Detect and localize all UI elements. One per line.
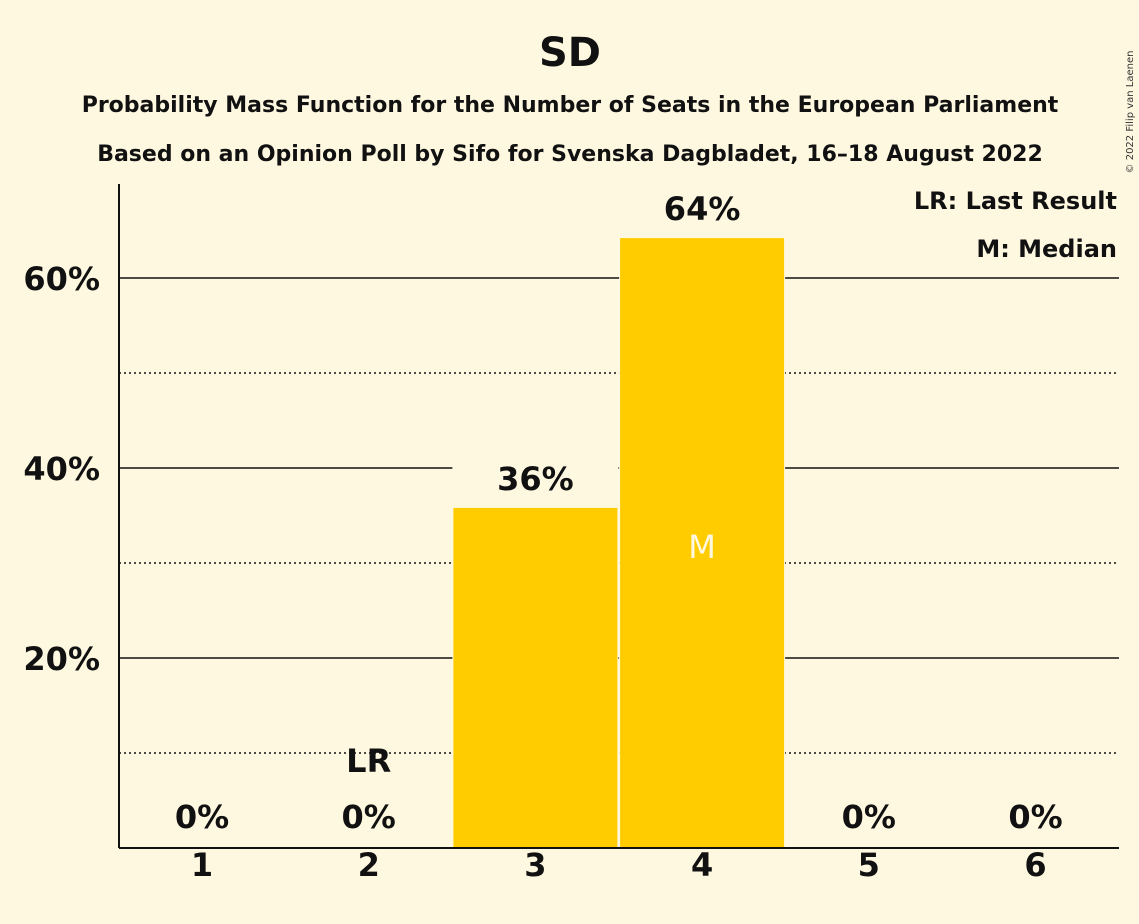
- legend-median: M: Median: [976, 235, 1117, 263]
- x-tick-label-2: 2: [358, 846, 380, 884]
- bars: [452, 186, 786, 849]
- legend-last-result: LR: Last Result: [914, 187, 1117, 215]
- axes: [118, 184, 1119, 849]
- x-tick-label-6: 6: [1024, 846, 1046, 884]
- value-label-1: 0%: [175, 798, 229, 836]
- value-label-3: 36%: [497, 460, 574, 498]
- x-tick-label-5: 5: [858, 846, 880, 884]
- gridlines: [119, 277, 1119, 754]
- x-tick-label-3: 3: [524, 846, 546, 884]
- y-tick-label-60: 60%: [23, 260, 100, 298]
- chart-subtitle-line-2: Based on an Opinion Poll by Sifo for Sve…: [97, 142, 1043, 167]
- y-tick-label-20: 20%: [23, 640, 100, 678]
- last-result-marker: LR: [346, 742, 391, 780]
- value-label-4: 64%: [664, 190, 741, 228]
- y-tick-label-40: 40%: [23, 450, 100, 488]
- x-tick-label-4: 4: [691, 846, 713, 884]
- value-label-5: 0%: [842, 798, 896, 836]
- value-label-2: 0%: [342, 798, 396, 836]
- chart-subtitle-line-1: Probability Mass Function for the Number…: [82, 93, 1059, 118]
- copyright-notice: © 2022 Filip van Laenen: [1125, 51, 1136, 174]
- value-label-6: 0%: [1008, 798, 1062, 836]
- median-marker: M: [688, 528, 716, 566]
- x-tick-label-1: 1: [191, 846, 213, 884]
- bar-4: [620, 238, 785, 849]
- bar-3: [453, 507, 618, 848]
- labels: 20%40%60%1 2 3 4 5 60% 0%36%64%0% 0%LRM: [23, 190, 1062, 884]
- chart-title: SD: [539, 30, 601, 76]
